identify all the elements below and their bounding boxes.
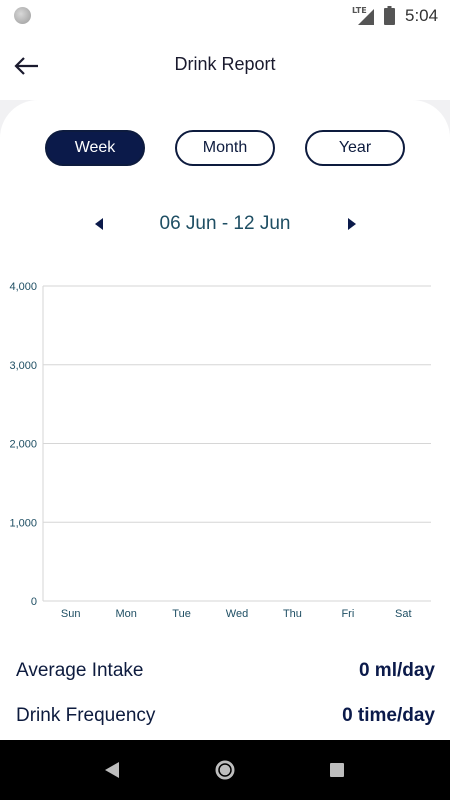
average-intake-row: Average Intake 0 ml/day bbox=[16, 660, 435, 690]
y-tick-label: 3,000 bbox=[9, 360, 37, 372]
tab-year[interactable]: Year bbox=[305, 130, 405, 166]
next-week-button[interactable] bbox=[344, 215, 360, 233]
x-tick-label: Wed bbox=[226, 608, 248, 620]
page-title: Drink Report bbox=[174, 54, 276, 74]
y-tick-label: 1,000 bbox=[9, 517, 37, 529]
back-button[interactable] bbox=[10, 52, 44, 80]
status-time: 5:04 bbox=[405, 6, 439, 25]
battery-icon bbox=[384, 6, 395, 25]
app-bar: Drink Report bbox=[0, 32, 450, 100]
x-tick-label: Sat bbox=[395, 608, 412, 620]
drink-frequency-value: 0 time/day bbox=[342, 705, 435, 726]
x-tick-label: Thu bbox=[283, 608, 302, 620]
x-tick-label: Sun bbox=[61, 608, 81, 620]
signal-icon bbox=[358, 9, 374, 25]
x-tick-label: Fri bbox=[341, 608, 354, 620]
average-intake-value: 0 ml/day bbox=[358, 660, 435, 681]
tab-month[interactable]: Month bbox=[175, 130, 275, 166]
nav-home-icon[interactable] bbox=[214, 759, 236, 781]
date-range-label: 06 Jun - 12 Jun bbox=[159, 213, 291, 234]
weekly-intake-chart: 0 1,000 2,000 3,000 4,000 Sun Mon Tue Wed Thu Fri S… bbox=[9, 281, 431, 620]
system-nav-bar bbox=[0, 740, 450, 800]
x-tick-label: Tue bbox=[172, 608, 191, 620]
network-type-label: LTE bbox=[352, 6, 367, 15]
tab-week[interactable]: Week bbox=[45, 130, 145, 166]
nav-back-icon[interactable] bbox=[103, 760, 121, 780]
y-tick-label: 0 bbox=[31, 596, 37, 608]
average-intake-label: Average Intake bbox=[16, 660, 144, 681]
drink-frequency-row: Drink Frequency 0 time/day bbox=[16, 705, 435, 735]
arrow-left-icon bbox=[14, 57, 38, 75]
y-tick-label: 4,000 bbox=[9, 281, 37, 293]
drink-frequency-label: Drink Frequency bbox=[16, 705, 156, 726]
notification-dot-icon bbox=[14, 7, 31, 24]
x-tick-label: Mon bbox=[115, 608, 136, 620]
nav-recents-icon[interactable] bbox=[329, 762, 345, 778]
report-card bbox=[0, 100, 450, 740]
y-tick-label: 2,000 bbox=[9, 439, 37, 451]
previous-week-button[interactable] bbox=[91, 215, 107, 233]
status-bar: LTE 5:04 bbox=[0, 0, 450, 32]
